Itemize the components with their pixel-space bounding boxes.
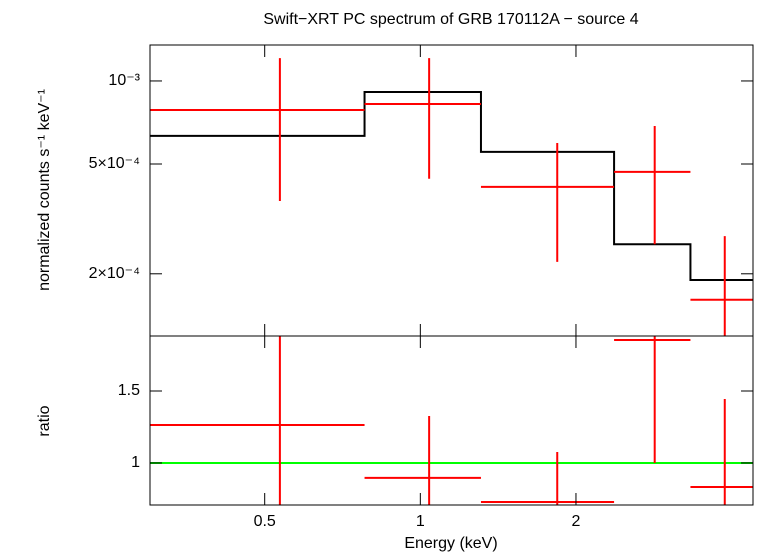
y-axis-label: normalized counts s⁻¹ keV⁻¹ xyxy=(36,89,53,291)
plot-area xyxy=(150,336,753,505)
x-axis-label: Energy (keV) xyxy=(404,535,497,552)
y-tick-label: 2×10⁻⁴ xyxy=(89,265,140,282)
plot-frame xyxy=(149,44,754,337)
chart-title: Swift−XRT PC spectrum of GRB 170112A − s… xyxy=(263,11,638,28)
plot-area xyxy=(150,58,753,336)
model-step xyxy=(150,90,753,281)
y-axis-label: ratio xyxy=(36,405,53,436)
y-tick-label: 1 xyxy=(131,454,140,471)
y-tick-label: 5×10⁻⁴ xyxy=(89,155,140,172)
y-tick-label: 10⁻³ xyxy=(108,72,140,89)
x-tick-label: 0.5 xyxy=(254,513,276,530)
x-tick-label: 2 xyxy=(572,513,581,530)
x-tick-label: 1 xyxy=(416,513,425,530)
y-tick-label: 1.5 xyxy=(118,382,140,399)
plot-frame xyxy=(149,335,754,506)
